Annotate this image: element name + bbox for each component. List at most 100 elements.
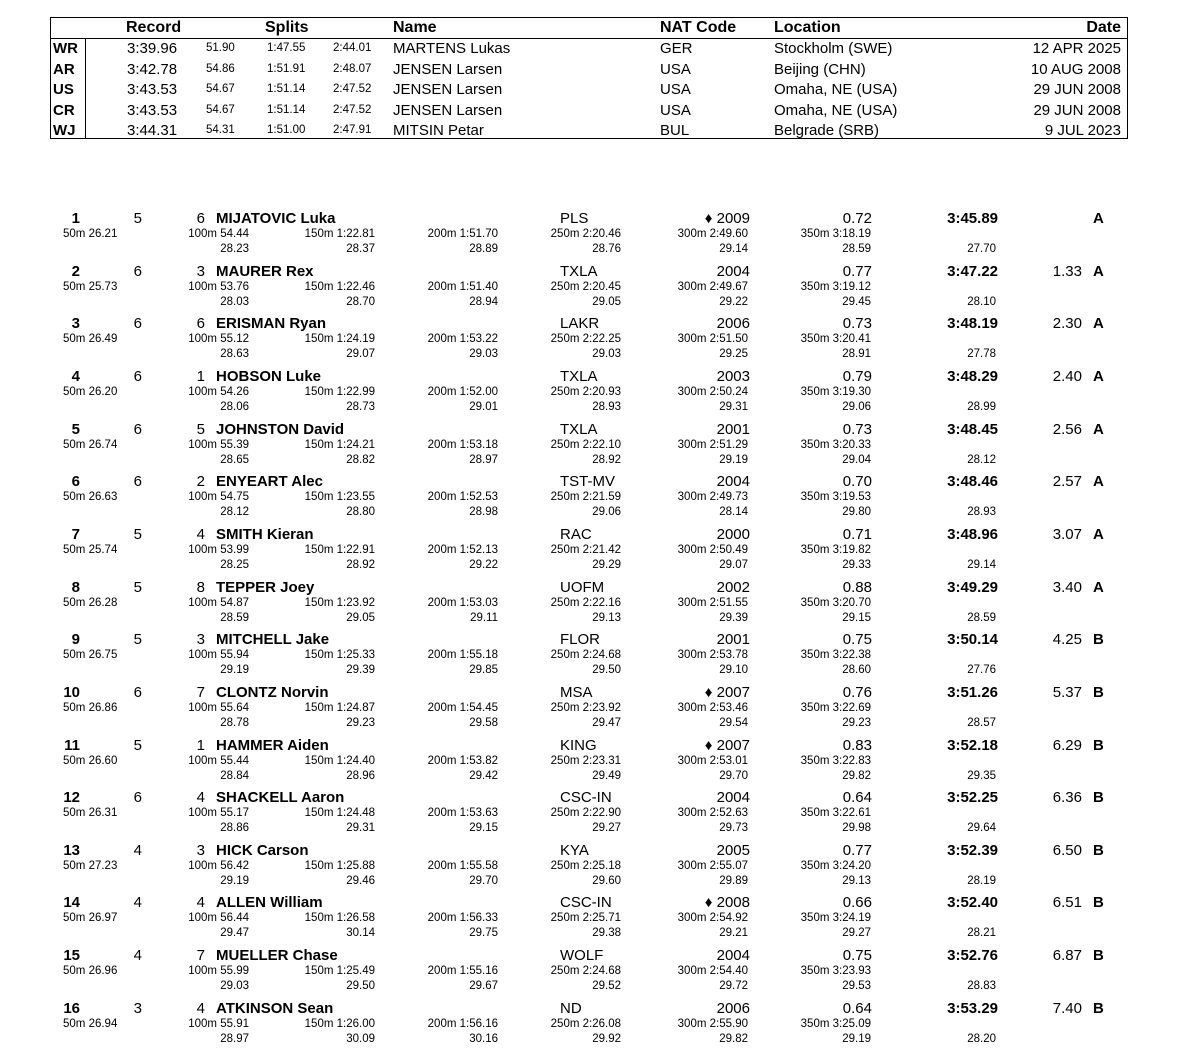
rank: 5	[71, 420, 80, 438]
delta-350: 28.60	[842, 664, 871, 677]
delta-300: 29.70	[719, 769, 748, 782]
rec-split-50: 54.86	[206, 62, 235, 75]
lane: 4	[196, 789, 205, 807]
delta-100: 28.25	[220, 558, 249, 571]
delta-300: 29.54	[719, 716, 748, 729]
split-300: 300m 2:53.01	[677, 754, 748, 767]
split-250: 250m 2:22.90	[550, 807, 621, 820]
rec-name: JENSEN Larsen	[393, 81, 503, 99]
heat: 6	[133, 789, 142, 807]
delta-200: 28.97	[469, 453, 498, 466]
delta-250: 29.03	[592, 348, 621, 361]
final-qualifier: B	[1093, 894, 1104, 912]
rec-split-50: 54.67	[206, 103, 235, 116]
split-250: 250m 2:22.16	[550, 596, 621, 609]
split-50: 50m 26.86	[63, 701, 118, 714]
heat: 6	[133, 683, 142, 701]
delta-400: 27.70	[967, 243, 996, 255]
split-100: 100m 55.39	[188, 438, 249, 451]
split-350: 350m 3:19.53	[800, 491, 871, 504]
delta-150: 28.92	[346, 558, 375, 571]
result-row: 13 4 3 HICK Carson KYA 2005 0.77 3:52.39 6.50 B 50…	[0, 842, 1180, 895]
rec-location: Stockholm (SWE)	[774, 40, 893, 57]
swimmer-name: MIJATOVIC Luka	[216, 210, 336, 227]
rec-name: MITSIN Petar	[393, 122, 484, 140]
delta-200: 29.42	[469, 769, 498, 782]
delta-100: 29.19	[220, 664, 249, 677]
lane: 6	[196, 315, 205, 333]
split-350: 350m 3:20.33	[800, 438, 871, 451]
split-250: 250m 2:25.18	[550, 859, 621, 872]
swimmer-name: MAURER Rex	[216, 262, 314, 280]
rec-time: 3:44.31	[127, 122, 178, 140]
delta-200: 29.85	[469, 664, 498, 677]
final-time: 3:48.96	[947, 525, 998, 543]
swimmer-name: ENYEART Alec	[216, 473, 323, 491]
delta-250: 28.76	[592, 243, 621, 255]
split-100: 100m 55.99	[188, 965, 249, 978]
split-150: 150m 1:22.81	[304, 228, 375, 240]
year-of-birth: 2001	[716, 420, 750, 438]
split-350: 350m 3:19.12	[800, 280, 871, 293]
delta-400: 27.78	[967, 348, 996, 361]
delta-100: 28.63	[220, 348, 249, 361]
result-row: 4 6 1 HOBSON Luke TXLA 2003 0.79 3:48.29 2.40 A 50…	[0, 368, 1180, 421]
heat: 6	[133, 367, 142, 385]
split-350: 350m 3:19.30	[800, 385, 871, 398]
club: ND	[560, 999, 582, 1017]
split-300: 300m 2:55.90	[677, 1017, 748, 1030]
delta-150: 29.07	[346, 348, 375, 361]
delta-300: 29.31	[719, 400, 748, 413]
lane: 3	[196, 841, 205, 859]
rec-location: Beijing (CHN)	[774, 60, 866, 78]
final-time: 3:45.89	[947, 210, 998, 227]
delta-350: 29.27	[842, 927, 871, 940]
split-100: 100m 54.75	[188, 491, 249, 504]
split-50: 50m 26.94	[63, 1017, 118, 1030]
delta-400: 29.35	[967, 769, 996, 782]
rec-nat: BUL	[660, 122, 690, 140]
result-row: 11 5 1 HAMMER Aiden KING ♦ 2007 0.83 3:52.18 6.2…	[0, 737, 1180, 790]
result-row: 8 5 8 TEPPER Joey UOFM 2002 0.88 3:49.29 3.40 A 50…	[0, 579, 1180, 632]
delta-200: 29.70	[469, 874, 498, 887]
swimmer-name: ALLEN William	[216, 894, 323, 912]
record-row: WR 3:39.96 51.90 1:47.55 2:44.01 MARTENS Luka…	[51, 38, 1127, 59]
delta-150: 28.82	[346, 453, 375, 466]
split-250: 250m 2:21.59	[550, 491, 621, 504]
split-300: 300m 2:54.92	[677, 912, 748, 925]
rec-code: AR	[53, 60, 75, 78]
final-qualifier: A	[1093, 473, 1104, 491]
split-50: 50m 26.21	[63, 228, 118, 240]
split-200: 200m 1:51.40	[427, 280, 498, 293]
rec-date: 10 AUG 2008	[1030, 60, 1121, 78]
split-200: 200m 1:53.63	[427, 807, 498, 820]
delta-100: 29.03	[220, 980, 249, 993]
split-350: 350m 3:22.61	[800, 807, 871, 820]
delta-400: 29.14	[967, 558, 996, 571]
rec-nat: USA	[660, 81, 691, 99]
delta-400: 28.20	[967, 1032, 996, 1045]
final-qualifier: A	[1093, 262, 1104, 280]
rank: 12	[63, 789, 80, 807]
heat: 5	[133, 736, 142, 754]
reaction-time: 0.77	[842, 262, 872, 280]
delta-250: 29.47	[592, 716, 621, 729]
rec-split-50: 51.90	[206, 42, 235, 54]
time-behind: 4.25	[1052, 631, 1082, 649]
delta-150: 29.50	[346, 980, 375, 993]
final-time: 3:52.18	[947, 736, 998, 754]
delta-400: 29.64	[967, 822, 996, 835]
club: CSC-IN	[560, 789, 612, 807]
split-300: 300m 2:53.46	[677, 701, 748, 714]
split-350: 350m 3:20.41	[800, 333, 871, 346]
rec-code: WR	[53, 40, 78, 57]
rank: 16	[63, 999, 80, 1017]
delta-250: 28.93	[592, 400, 621, 413]
split-300: 300m 2:54.40	[677, 965, 748, 978]
reaction-time: 0.66	[842, 894, 872, 912]
split-100: 100m 55.64	[188, 701, 249, 714]
split-250: 250m 2:26.08	[550, 1017, 621, 1030]
reaction-time: 0.71	[842, 525, 872, 543]
delta-150: 28.73	[346, 400, 375, 413]
heat: 5	[133, 525, 142, 543]
